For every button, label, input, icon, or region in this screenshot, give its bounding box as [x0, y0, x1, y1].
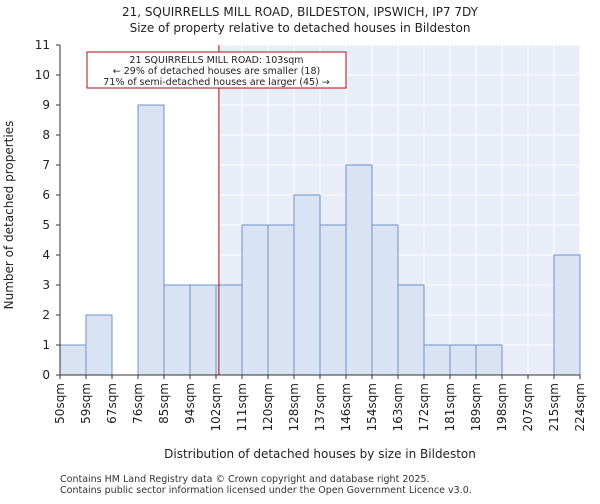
histogram-bar [423, 344, 451, 376]
x-tick-label: 120sqm [261, 383, 275, 431]
x-tick-label: 146sqm [339, 383, 353, 431]
footer-line1: Contains HM Land Registry data © Crown c… [60, 474, 430, 485]
histogram-bar [137, 104, 165, 376]
x-tick-label: 189sqm [469, 383, 483, 431]
x-tick-label: 85sqm [157, 383, 171, 424]
y-tick-label: 0 [42, 368, 50, 382]
histogram-bar [449, 344, 477, 376]
x-tick-label: 128sqm [287, 383, 301, 431]
histogram-bar [345, 164, 373, 376]
x-tick-label: 172sqm [417, 383, 431, 431]
footer-line2: Contains public sector information licen… [60, 485, 472, 496]
y-tick-label: 2 [42, 308, 50, 322]
histogram-bar [163, 284, 191, 376]
histogram-bar [241, 224, 269, 376]
x-axis-label: Distribution of detached houses by size … [164, 447, 476, 461]
y-axis-label: Number of detached properties [2, 121, 16, 310]
annotation-line3: 71% of semi-detached houses are larger (… [103, 77, 330, 88]
x-tick-label: 207sqm [521, 383, 535, 431]
y-tick-label: 7 [42, 158, 50, 172]
histogram-bar [553, 254, 581, 376]
histogram-bar [215, 284, 243, 376]
y-tick-label: 1 [42, 338, 50, 352]
histogram-bar [85, 314, 113, 376]
plot-area: 0 1 2 3 4 5 6 7 8 9 10 11 50sqm 59sqm 67sqm 76sqm 85sqm 9… [35, 38, 587, 431]
y-tick-label: 9 [42, 98, 50, 112]
y-tick-label: 5 [42, 218, 50, 232]
histogram-bar [397, 284, 425, 376]
x-tick-label: 76sqm [131, 383, 145, 424]
annotation-line2: ← 29% of detached houses are smaller (18… [113, 66, 320, 77]
histogram-bar [267, 224, 295, 376]
x-tick-label: 50sqm [53, 383, 67, 424]
histogram-bar [319, 224, 347, 376]
x-tick-label: 94sqm [183, 383, 197, 424]
x-tick-label: 67sqm [105, 383, 119, 424]
histogram-bar [371, 224, 399, 376]
x-tick-label: 163sqm [391, 383, 405, 431]
annotation-box [86, 51, 347, 89]
chart-title-line2: Size of property relative to detached ho… [130, 21, 471, 35]
x-tick-label: 59sqm [79, 383, 93, 424]
histogram-bar [475, 344, 503, 376]
y-tick-label: 4 [42, 248, 50, 262]
y-tick-label: 6 [42, 188, 50, 202]
x-tick-label: 154sqm [365, 383, 379, 431]
x-tick-label: 111sqm [235, 383, 249, 431]
histogram-bar [189, 284, 217, 376]
histogram-bar [293, 194, 321, 376]
x-tick-label: 224sqm [573, 383, 587, 431]
chart-title-line1: 21, SQUIRRELLS MILL ROAD, BILDESTON, IPS… [122, 5, 479, 19]
x-tick-label: 215sqm [547, 383, 561, 431]
y-tick-label: 11 [35, 38, 50, 52]
y-tick-label: 3 [42, 278, 50, 292]
histogram-bar [59, 344, 87, 376]
x-tick-label: 181sqm [443, 383, 457, 431]
y-tick-label: 8 [42, 128, 50, 142]
x-tick-label: 102sqm [209, 383, 223, 431]
x-tick-label: 137sqm [313, 383, 327, 431]
y-tick-label: 10 [35, 68, 50, 82]
annotation-line1: 21 SQUIRRELLS MILL ROAD: 103sqm [129, 55, 303, 66]
x-tick-label: 198sqm [495, 383, 509, 431]
